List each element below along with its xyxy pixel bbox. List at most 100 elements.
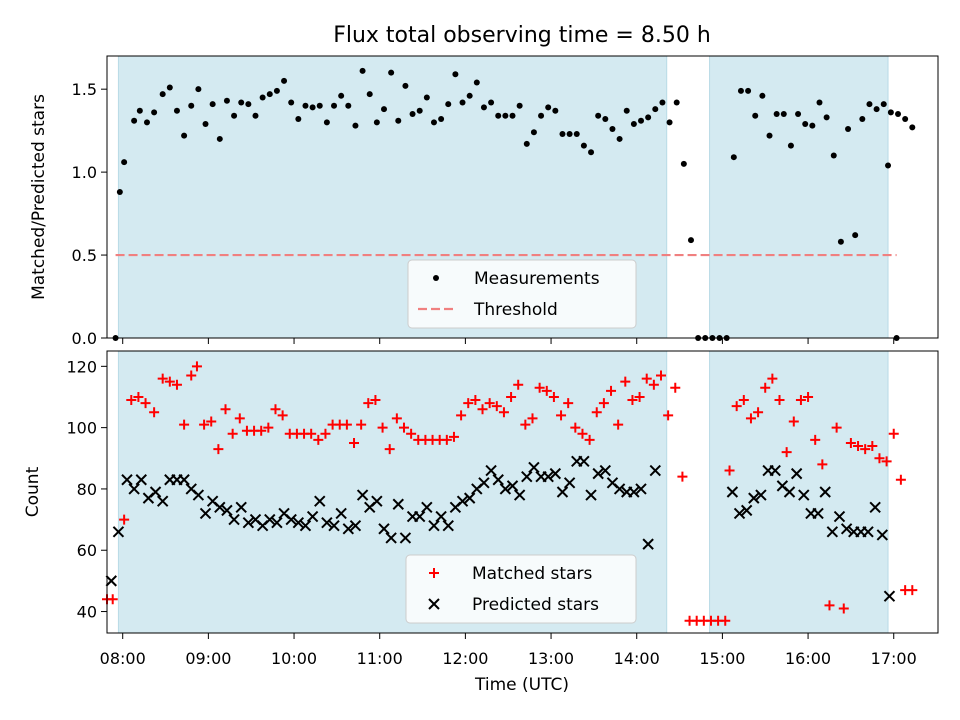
- y-tick-label: 1.5: [72, 80, 97, 99]
- measurement-point: [845, 125, 852, 132]
- matched-star-point: [634, 391, 645, 402]
- matched-star-point: [556, 410, 567, 421]
- matched-star-point: [781, 447, 792, 458]
- matched-star-point: [641, 373, 652, 384]
- matched-star-point: [370, 395, 381, 406]
- measurement-point: [752, 112, 759, 119]
- x-tick-label: 17:00: [871, 649, 917, 668]
- ratio-panel: 0.0 0.5 1.0 1.5 Matched/Predicted stars Measu…: [29, 55, 939, 348]
- matched-star-point: [677, 471, 688, 482]
- measurement-point: [352, 122, 359, 129]
- predicted-star-point: [128, 483, 140, 495]
- measurement-point: [430, 119, 437, 126]
- measurement-point: [823, 114, 830, 121]
- predicted-star-point: [748, 492, 760, 504]
- matched-star-point: [119, 514, 130, 525]
- measurement-point: [480, 104, 487, 111]
- matched-star-point: [206, 416, 217, 427]
- predicted-star-point: [321, 516, 333, 529]
- matched-star-point: [817, 459, 828, 470]
- matched-star-point: [731, 401, 742, 412]
- predicted-star-point: [385, 532, 397, 544]
- legend-box: [407, 259, 637, 329]
- measurement-point: [745, 87, 752, 94]
- measurement-point: [323, 119, 330, 126]
- measurement-point: [131, 117, 138, 124]
- matched-star-point: [845, 437, 856, 448]
- x-tick-label: 10:00: [271, 649, 317, 668]
- measurement-point: [402, 82, 409, 89]
- matched-star-point: [356, 419, 367, 430]
- measurement-point: [338, 92, 345, 99]
- matched-star-point: [656, 370, 666, 381]
- predicted-star-point: [264, 513, 276, 526]
- predicted-star-point: [549, 467, 562, 480]
- measurement-point: [630, 121, 637, 128]
- measurement-point: [673, 99, 680, 106]
- predicted-star-point: [421, 501, 433, 514]
- predicted-star-point: [112, 526, 125, 538]
- x-tick-label: 09:00: [185, 649, 231, 668]
- predicted-star-point: [221, 504, 233, 517]
- predicted-star-point: [819, 486, 831, 498]
- measurement-point: [773, 111, 780, 118]
- legend-box: [405, 554, 637, 624]
- measurement-point: [659, 99, 666, 106]
- measurement-point: [680, 160, 687, 167]
- matched-star-point: [498, 407, 509, 418]
- legend-marker-matched: [429, 568, 439, 578]
- y-tick-label: 0.5: [72, 246, 97, 265]
- matched-star-point: [867, 441, 878, 452]
- predicted-star-point: [826, 526, 839, 538]
- predicted-star-point: [356, 489, 369, 501]
- measurement-point: [559, 130, 566, 137]
- matched-star-point: [724, 465, 735, 476]
- measurement-point: [302, 102, 309, 109]
- predicted-star-point: [769, 464, 781, 477]
- predicted-star-point: [592, 467, 604, 480]
- predicted-star-point: [585, 489, 597, 501]
- measurement-point: [121, 159, 128, 166]
- measurement-point: [459, 99, 466, 106]
- measurement-point: [552, 107, 559, 114]
- predicted-star-point: [740, 504, 753, 517]
- predicted-star-point: [840, 523, 853, 535]
- measurement-point: [873, 106, 880, 113]
- measurement-point: [231, 112, 238, 119]
- measurement-point: [802, 121, 809, 128]
- predicted-star-point: [798, 489, 810, 501]
- matched-star-point: [774, 395, 785, 406]
- measurement-point: [859, 116, 866, 123]
- legend-label: Measurements: [474, 269, 600, 289]
- measurement-point: [195, 86, 202, 93]
- predicted-star-point: [862, 526, 874, 538]
- matched-star-point: [803, 391, 814, 402]
- y-tick-label: 80: [77, 480, 97, 499]
- matched-star-point: [584, 434, 595, 445]
- legend-marker-predicted: [428, 598, 440, 610]
- predicted-star-point: [876, 529, 889, 541]
- measurement-point: [509, 112, 516, 119]
- measurement-point: [652, 106, 659, 113]
- matched-star-point: [406, 428, 417, 439]
- measurement-point: [151, 109, 158, 116]
- measurement-point: [252, 112, 259, 119]
- matched-star-point: [470, 395, 481, 406]
- predicted-star-point: [299, 520, 312, 532]
- matched-star-point: [149, 407, 160, 418]
- predicted-star-point: [869, 501, 881, 514]
- measurement-point: [473, 79, 480, 86]
- predicted-star-point: [242, 516, 255, 529]
- predicted-star-point: [492, 474, 504, 486]
- matched-star-point: [191, 361, 202, 372]
- predicted-star-point: [790, 467, 803, 480]
- predicted-star-point: [649, 464, 661, 477]
- measurement-point: [281, 77, 288, 84]
- predicted-star-point: [499, 483, 512, 495]
- predicted-star-point: [485, 464, 497, 477]
- matched-star-point: [107, 594, 118, 605]
- predicted-star-point: [812, 507, 824, 520]
- measurement-point: [880, 101, 887, 108]
- matched-star-point: [363, 398, 374, 409]
- predicted-star-point: [235, 501, 247, 514]
